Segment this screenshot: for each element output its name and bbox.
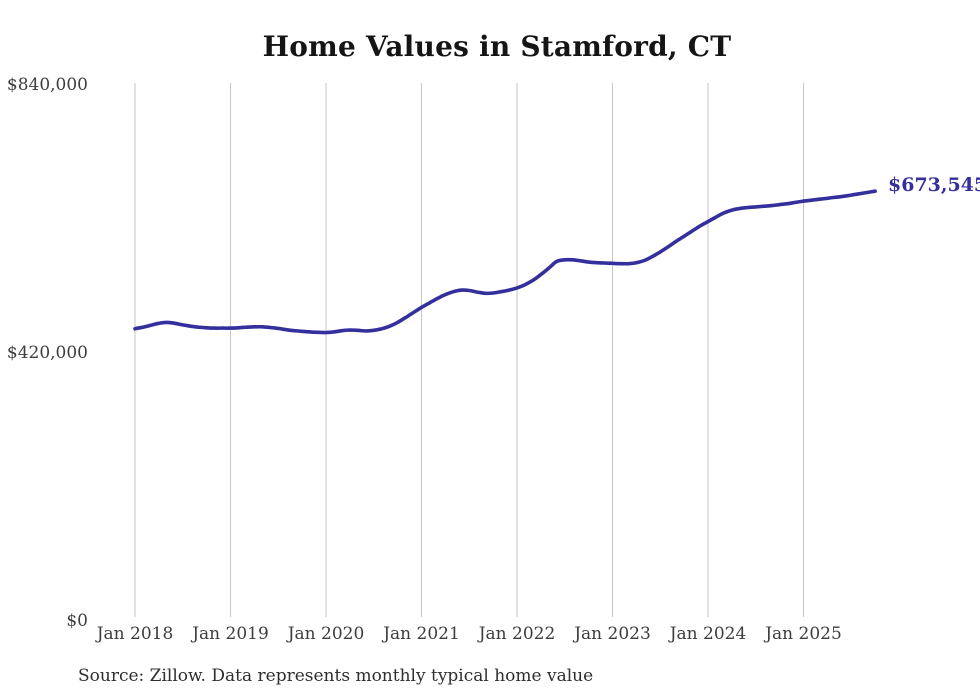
x-axis-label: Jan 2020 <box>287 624 365 644</box>
y-axis-label-0: $0 <box>66 611 88 631</box>
chart-title: Home Values in Stamford, CT <box>262 30 732 63</box>
x-axis-label: Jan 2023 <box>574 624 651 644</box>
x-axis-label: Jan 2022 <box>478 624 556 644</box>
x-axis-label: Jan 2024 <box>669 624 747 644</box>
y-axis-label-840k: $840,000 <box>6 75 88 95</box>
home-value-line-series <box>133 189 877 335</box>
x-axis-label: Jan 2019 <box>192 624 269 644</box>
x-axis-label: Jan 2018 <box>96 624 174 644</box>
x-axis-label: Jan 2021 <box>383 624 460 644</box>
x-axis-label: Jan 2025 <box>765 624 842 644</box>
latest-value-label: $673,545 <box>888 174 980 196</box>
year-gridlines <box>134 83 804 617</box>
y-axis-label-420k: $420,000 <box>6 343 88 363</box>
source-note: Source: Zillow. Data represents monthly … <box>78 666 594 686</box>
